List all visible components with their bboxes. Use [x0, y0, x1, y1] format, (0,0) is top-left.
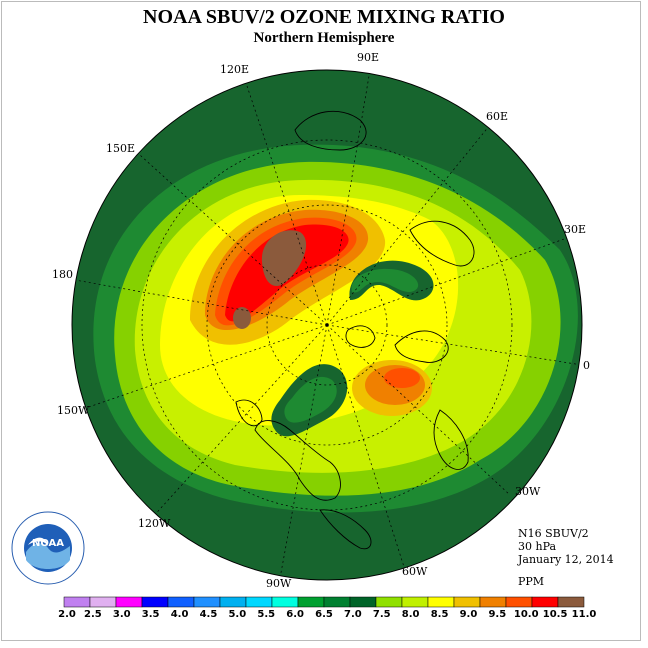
colorbar-tick-label: 3.0 — [112, 609, 131, 620]
figure-frame — [1, 1, 641, 641]
pressure-level-label: 30 hPa — [518, 540, 557, 553]
lon-label-30w: 30W — [515, 485, 541, 498]
field-low-2-inner — [284, 376, 337, 423]
colorbar-swatch — [349, 596, 377, 608]
colorbar-swatch — [427, 596, 455, 608]
colorbar-tick-label: 4.0 — [170, 609, 189, 620]
lon-label-60w: 60W — [402, 565, 428, 578]
lon-label-0: 0 — [583, 359, 590, 372]
colorbar-swatch — [63, 596, 91, 608]
noaa-logo: NOAA — [11, 511, 85, 585]
colorbar-swatch — [557, 596, 585, 608]
colorbar-tick-label: 6.5 — [315, 609, 333, 620]
instrument-label: N16 SBUV/2 — [518, 527, 589, 540]
colorbar-tick-label: 4.5 — [199, 609, 218, 620]
colorbar-swatch — [453, 596, 481, 608]
colorbar-swatch — [271, 596, 299, 608]
lon-label-150e: 150E — [106, 142, 136, 155]
colorbar-tick-label: 2.5 — [84, 609, 102, 620]
colorbar-swatch — [505, 596, 533, 608]
colorbar-tick-label: 10.0 — [513, 609, 539, 620]
colorbar-swatch — [167, 596, 195, 608]
colorbar-tick-label: 6.0 — [286, 609, 304, 620]
coastlines — [235, 110, 475, 550]
lon-label-90w: 90W — [266, 577, 292, 590]
map-subtitle: Northern Hemisphere — [253, 30, 395, 46]
field-red-orange-2 — [384, 368, 420, 388]
lon-label-120w: 120W — [138, 517, 171, 530]
colorbar-tick-label: 7.5 — [372, 609, 391, 620]
colorbar-tick-label: 9.0 — [459, 609, 478, 620]
lon-label-60e: 60E — [486, 110, 509, 123]
lon-label-90e: 90E — [357, 51, 380, 64]
units-label: PPM — [518, 575, 545, 588]
colorbar-swatch — [323, 596, 351, 608]
ozone-field — [72, 70, 582, 580]
colorbar-tick-label: 7.0 — [344, 609, 362, 620]
colorbar-tick-label: 8.0 — [401, 609, 420, 620]
field-brown-secondary — [233, 307, 251, 329]
colorbar-tick-label: 9.5 — [488, 609, 507, 620]
date-label: January 12, 2014 — [518, 553, 614, 566]
colorbar-swatch — [297, 596, 325, 608]
colorbar-swatch — [219, 596, 247, 608]
lon-label-30e: 30E — [564, 223, 587, 236]
lon-label-150w: 150W — [57, 404, 90, 417]
field-low-1-inner — [351, 268, 419, 293]
colorbar-swatch — [141, 596, 169, 608]
colorbar-swatch — [479, 596, 507, 608]
colorbar-tick-label: 10.5 — [542, 609, 568, 620]
colorbar-swatch — [531, 596, 559, 608]
colorbar-swatch — [115, 596, 143, 608]
graticule — [74, 70, 582, 579]
field-brown-max — [261, 230, 307, 286]
colorbar-tick-label: 2.0 — [58, 609, 76, 620]
colorbar-swatch — [401, 596, 429, 608]
lon-label-180: 180 — [52, 268, 73, 281]
colorbar-tick-label: 11.0 — [571, 609, 597, 620]
colorbar-tick-label: 5.0 — [228, 609, 247, 620]
colorbar-swatch — [375, 596, 403, 608]
colorbar-tick-label: 3.5 — [141, 609, 160, 620]
lon-label-120e: 120E — [220, 63, 250, 76]
noaa-logo-text: NOAA — [32, 538, 64, 549]
colorbar-swatch — [193, 596, 221, 608]
colorbar-tick-label: 8.5 — [430, 609, 449, 620]
map-title: NOAA SBUV/2 OZONE MIXING RATIO — [143, 6, 505, 28]
colorbar-swatch — [89, 596, 117, 608]
hemisphere-outline — [71, 69, 583, 581]
colorbar-tick-label: 5.5 — [257, 609, 276, 620]
colorbar-swatch — [245, 596, 273, 608]
